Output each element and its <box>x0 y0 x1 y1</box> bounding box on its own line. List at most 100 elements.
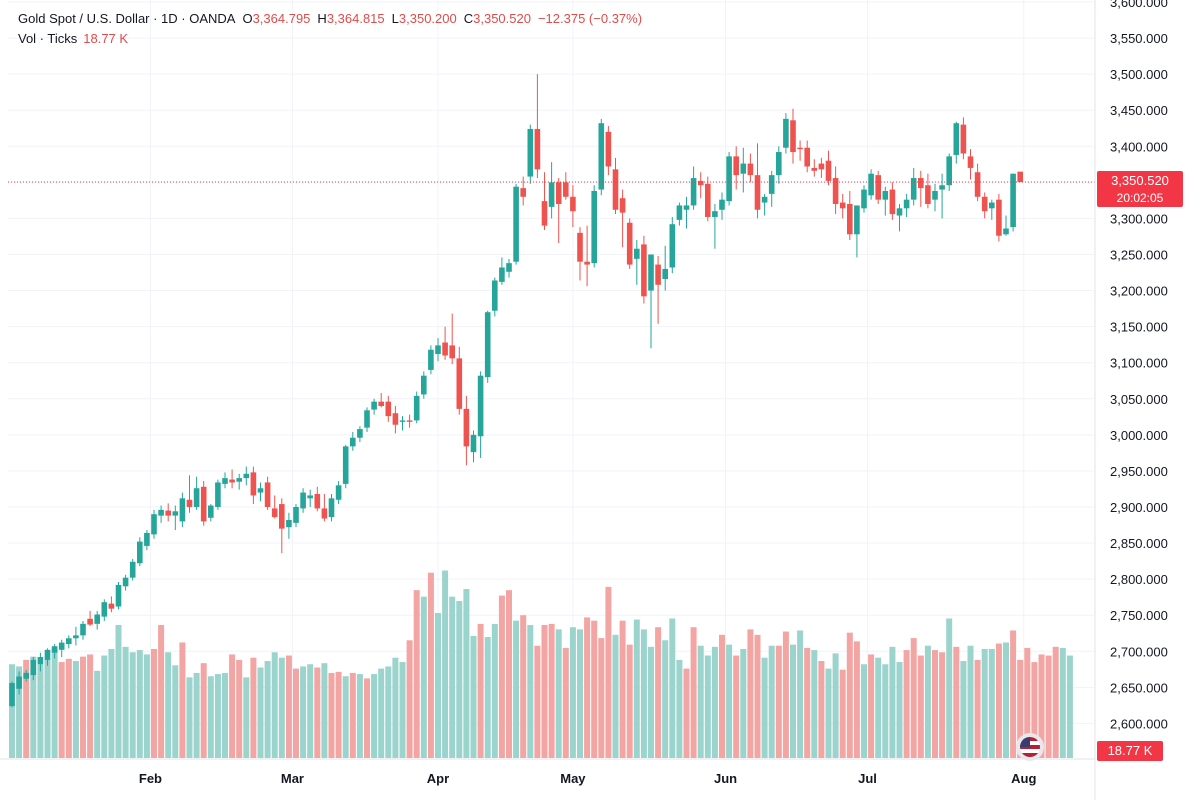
volume-bar <box>648 646 654 758</box>
volume-bar <box>747 629 754 758</box>
time-tick-label: Aug <box>1011 771 1036 786</box>
candle-body <box>44 649 51 660</box>
volume-bar <box>470 635 477 758</box>
candle-body <box>51 646 58 653</box>
candle <box>932 183 938 212</box>
candle-body <box>697 180 704 186</box>
volume-bar <box>278 657 285 758</box>
candle-body <box>435 345 441 355</box>
candle-body <box>747 163 754 176</box>
volume-bar <box>527 625 534 758</box>
volume-bar <box>498 595 505 758</box>
volume-bar <box>704 655 711 758</box>
candle <box>421 371 427 399</box>
candle <box>399 416 406 431</box>
candle <box>406 414 413 428</box>
candle-body <box>328 498 335 518</box>
candle-body <box>754 175 761 210</box>
price-tick-label: 3,150.000 <box>1110 320 1168 335</box>
volume-bar <box>314 667 321 758</box>
us-flag-icon[interactable] <box>1016 733 1044 761</box>
candle-body <box>705 183 711 217</box>
volume-bar <box>555 629 562 758</box>
candle-body <box>470 434 477 453</box>
candle <box>328 493 335 522</box>
candle <box>307 489 313 507</box>
candle-body <box>137 541 143 564</box>
candle <box>435 338 441 362</box>
volume-bar <box>832 653 839 758</box>
candle-body <box>271 508 278 518</box>
candle-body <box>570 196 576 212</box>
candle <box>541 172 548 230</box>
candle <box>158 505 164 523</box>
volume-bar <box>122 646 129 758</box>
candle-body <box>811 167 818 171</box>
candle-body <box>264 482 271 507</box>
candle-body <box>577 232 583 262</box>
volume-bar <box>165 652 172 758</box>
candle <box>293 504 299 528</box>
candle <box>137 537 143 567</box>
volume-bar <box>236 659 243 758</box>
volume-bar <box>207 676 214 758</box>
candle-body <box>740 163 747 174</box>
candle <box>648 254 654 349</box>
open-label: O <box>242 11 253 26</box>
candle-body <box>655 264 661 285</box>
volume-bar <box>946 618 953 758</box>
volume-bar <box>335 671 342 758</box>
candle <box>612 157 619 215</box>
volume-bar <box>87 654 94 758</box>
candle <box>889 182 896 220</box>
candle-body <box>1010 173 1016 228</box>
volume-bar <box>591 620 598 758</box>
price-tick-label: 2,650.000 <box>1110 680 1168 695</box>
candle-body <box>243 473 250 479</box>
volume-bar <box>768 645 775 758</box>
candle-body <box>555 182 562 204</box>
candle-body <box>286 519 292 528</box>
candle-body <box>598 123 605 190</box>
volume-bar <box>72 660 79 758</box>
candle <box>783 113 789 154</box>
volume-value: 18.77 K <box>83 31 129 46</box>
candle-body <box>910 178 917 200</box>
candle-body <box>58 642 65 650</box>
volume-bar <box>300 666 307 758</box>
candle <box>58 639 65 658</box>
volume-bar <box>577 629 583 758</box>
time-tick-label: Mar <box>281 771 304 786</box>
candle <box>122 574 129 591</box>
volume-bar <box>271 652 278 758</box>
candle-body <box>648 254 654 291</box>
candle-body <box>783 118 789 148</box>
candle <box>832 166 839 215</box>
volume-bar <box>243 677 250 758</box>
candle-body <box>307 495 313 499</box>
time-tick-label: May <box>560 771 586 786</box>
candle-body <box>16 676 22 689</box>
candle-body <box>66 638 72 645</box>
volume-bar <box>456 601 463 758</box>
candle-body <box>861 189 867 209</box>
volume-bar <box>23 659 30 758</box>
candle-body <box>456 358 463 409</box>
volume-bar <box>1059 647 1066 758</box>
candle <box>193 476 200 510</box>
candle-body <box>996 199 1002 236</box>
time-tick-label: Feb <box>139 771 162 786</box>
volume-bar <box>321 663 328 758</box>
candle <box>250 466 257 505</box>
volume-bar <box>910 638 917 758</box>
candle-body <box>371 401 377 410</box>
volume-label[interactable]: Vol · Ticks <box>18 31 78 46</box>
price-tick-label: 3,100.000 <box>1110 356 1168 371</box>
symbol-title[interactable]: Gold Spot / U.S. Dollar · 1D · OANDA <box>18 11 236 26</box>
candle-body <box>179 498 186 522</box>
last-price-badge: 3,350.520 20:02:05 <box>1097 171 1183 207</box>
candle-body <box>960 124 967 154</box>
price-tick-label: 3,000.000 <box>1110 428 1168 443</box>
